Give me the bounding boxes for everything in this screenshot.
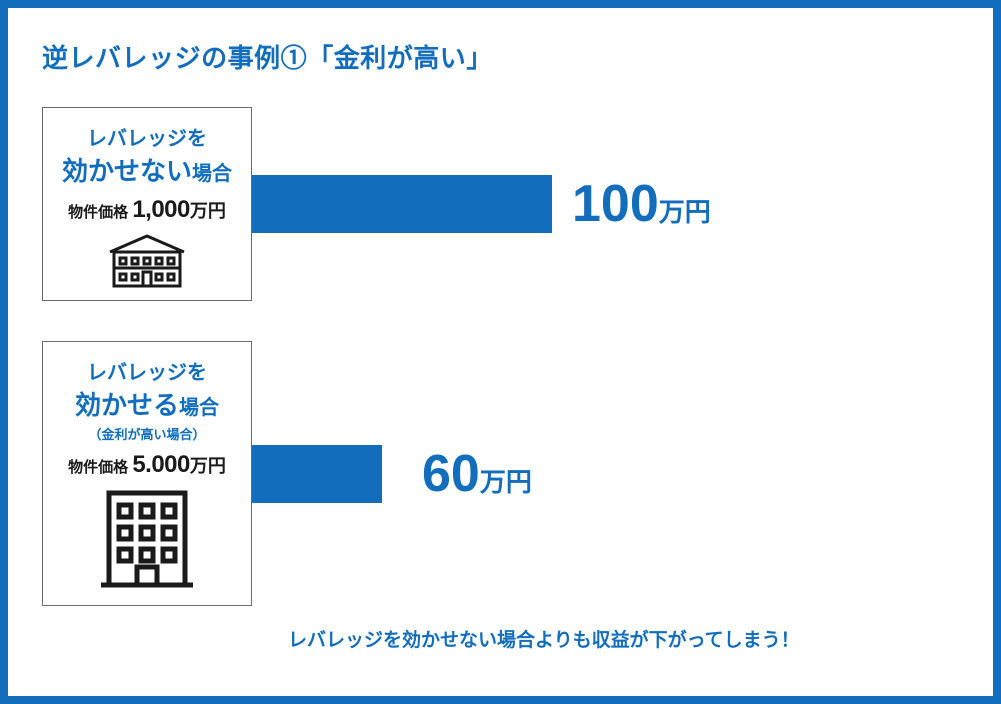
card-line2-small: 場合 <box>179 397 219 419</box>
row-no-leverage: レバレッジを 効かせない場合 物件価格 1,000万円 <box>42 107 959 301</box>
value-unit: 万円 <box>659 197 711 227</box>
price-label: 物件価格 <box>68 459 128 476</box>
card-price: 物件価格 1,000万円 <box>49 196 245 224</box>
value-no-leverage: 100万円 <box>572 174 711 234</box>
card-leverage: レバレッジを 効かせる場合 （金利が高い場合） 物件価格 5.000万円 <box>42 341 252 606</box>
card-price: 物件価格 5.000万円 <box>49 451 245 479</box>
bar-no-leverage <box>252 175 552 233</box>
value-leverage: 60万円 <box>422 444 532 504</box>
large-building-icon <box>49 487 245 595</box>
price-unit: 万円 <box>190 201 226 221</box>
card-line1: レバレッジを <box>49 122 245 151</box>
card-line2-big: 効かせる <box>75 390 179 420</box>
value-num: 100 <box>572 175 659 233</box>
price-label: 物件価格 <box>68 204 128 221</box>
small-house-icon <box>49 232 245 290</box>
card-no-leverage: レバレッジを 効かせない場合 物件価格 1,000万円 <box>42 107 252 301</box>
card-line2: 効かせる場合 <box>49 385 245 422</box>
value-unit: 万円 <box>480 467 532 497</box>
card-line2: 効かせない場合 <box>49 151 245 188</box>
value-num: 60 <box>422 445 480 503</box>
page-title: 逆レバレッジの事例①「金利が高い」 <box>42 38 959 75</box>
card-subnote: （金利が高い場合） <box>49 424 245 443</box>
price-unit: 万円 <box>190 456 226 476</box>
card-line2-small: 場合 <box>192 163 232 185</box>
price-value: 5.000 <box>132 451 190 478</box>
bar-area: 100万円 <box>252 164 959 244</box>
card-line1: レバレッジを <box>49 356 245 385</box>
price-value: 1,000 <box>132 196 190 223</box>
footnote: レバレッジを効かせない場合よりも収益が下がってしまう！ <box>288 625 800 652</box>
bar-leverage <box>252 445 382 503</box>
row-leverage: レバレッジを 効かせる場合 （金利が高い場合） 物件価格 5.000万円 <box>42 341 959 606</box>
card-line2-big: 効かせない <box>62 156 192 186</box>
bar-area: 60万円 <box>252 434 959 514</box>
infographic-frame: 逆レバレッジの事例①「金利が高い」 レバレッジを 効かせない場合 物件価格 1,… <box>0 0 1001 704</box>
